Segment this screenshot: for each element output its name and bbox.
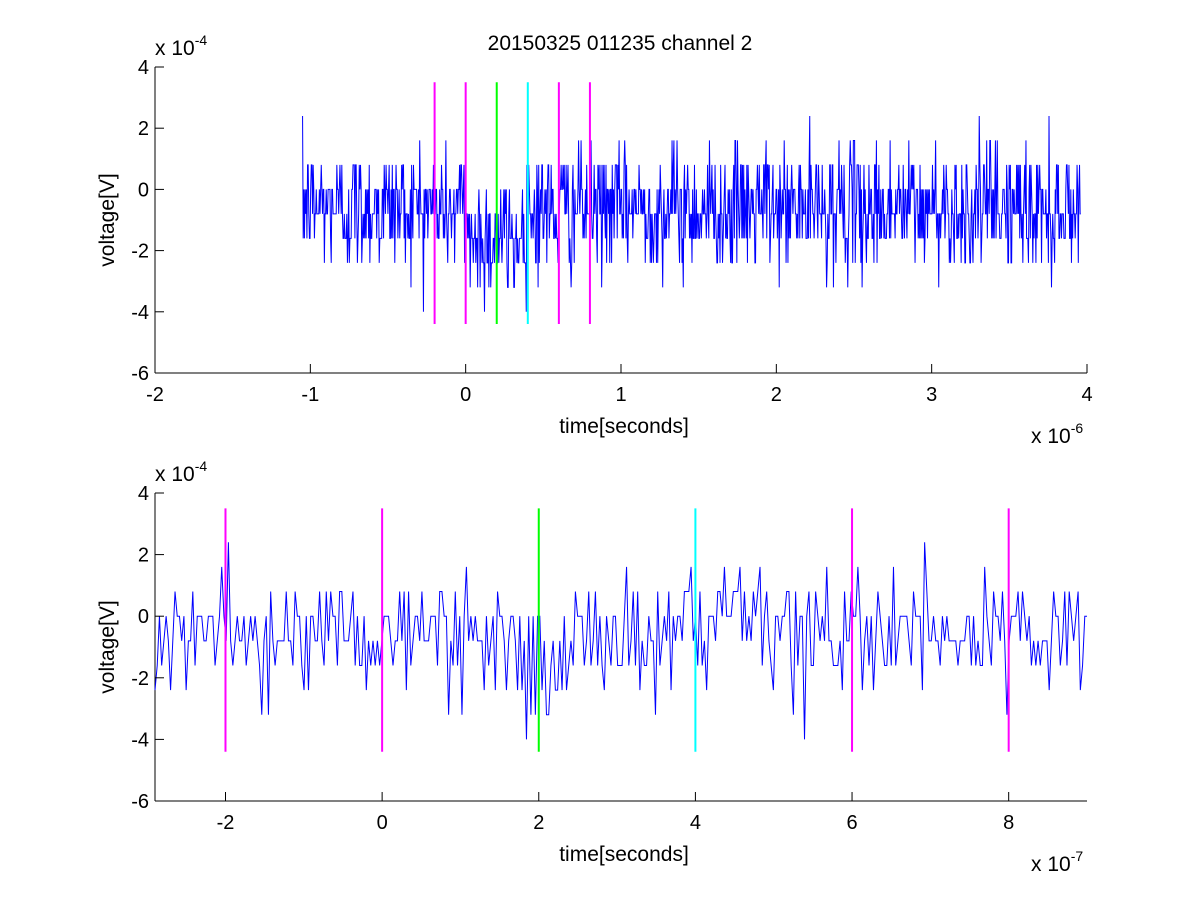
x-multiplier: x 10-6 xyxy=(1031,420,1083,448)
voltage-trace xyxy=(302,115,1081,312)
y-tick-label: 4 xyxy=(138,57,149,79)
y-multiplier: x 10-4 xyxy=(155,458,207,486)
x-tick-label: 4 xyxy=(690,812,701,834)
y-tick-label: -4 xyxy=(131,729,149,751)
y-tick-label: -4 xyxy=(131,302,149,324)
x-tick-label: 0 xyxy=(377,812,388,834)
y-tick-label: -2 xyxy=(131,241,149,263)
x-multiplier-base: x 10 xyxy=(1031,425,1071,448)
y-tick-label: -6 xyxy=(131,363,149,385)
x-tick-label: 2 xyxy=(533,812,544,834)
x-tick-label: 1 xyxy=(615,384,626,406)
x-axis-label: time[seconds] xyxy=(559,843,689,866)
voltage-trace xyxy=(154,542,1087,740)
y-axis-label: voltage[V] xyxy=(96,600,119,693)
y-tick-label: 4 xyxy=(138,483,149,505)
y-axis-label: voltage[V] xyxy=(96,173,119,266)
x-tick-label: -1 xyxy=(301,384,319,406)
y-tick-label: 2 xyxy=(138,118,149,140)
x-tick-label: 2 xyxy=(771,384,782,406)
x-tick-label: -2 xyxy=(146,384,164,406)
x-tick-label: 6 xyxy=(846,812,857,834)
x-tick-label: 4 xyxy=(1081,384,1092,406)
y-tick-label: -6 xyxy=(131,791,149,813)
x-multiplier-exp: -7 xyxy=(1071,848,1084,864)
x-multiplier-exp: -6 xyxy=(1071,420,1084,436)
y-multiplier-exp: -4 xyxy=(195,458,208,474)
x-multiplier: x 10-7 xyxy=(1031,848,1083,876)
y-multiplier-base: x 10 xyxy=(155,463,195,486)
y-multiplier-base: x 10 xyxy=(155,37,195,60)
y-tick-label: 2 xyxy=(138,545,149,567)
y-tick-label: 0 xyxy=(138,179,149,201)
y-multiplier: x 10-4 xyxy=(155,32,207,60)
x-tick-label: 8 xyxy=(1003,812,1014,834)
x-axis-label: time[seconds] xyxy=(559,415,689,438)
y-multiplier-exp: -4 xyxy=(195,32,208,48)
y-tick-label: 0 xyxy=(138,606,149,628)
y-tick-label: -2 xyxy=(131,668,149,690)
x-tick-label: 0 xyxy=(460,384,471,406)
x-multiplier-base: x 10 xyxy=(1031,853,1071,876)
figure-title: 20150325 011235 channel 2 xyxy=(488,32,753,55)
x-tick-label: 3 xyxy=(926,384,937,406)
top-plot: -6 -4 -2 0 2 4 -2 -1 0 1 2 3 4 time[seconds] voltage[V… xyxy=(96,32,1093,448)
x-tick-label: -2 xyxy=(217,812,235,834)
bottom-plot: -6 -4 -2 0 2 4 -2 0 2 4 6 8 time[seconds] voltage[V] x… xyxy=(96,458,1087,876)
